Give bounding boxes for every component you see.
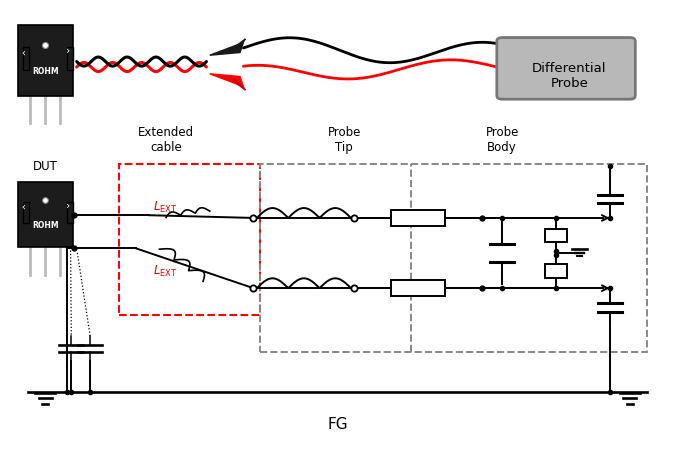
Polygon shape [234,80,246,91]
Text: ›: › [20,200,24,210]
Bar [23,48,28,71]
Text: DUT: DUT [32,160,57,173]
Bar [545,264,567,278]
Bar [23,202,28,223]
Text: ›: › [66,46,71,56]
Bar [391,210,446,227]
Text: $L_\mathrm{EXT}$: $L_\mathrm{EXT}$ [153,200,177,215]
Text: Probe
Body: Probe Body [485,125,519,153]
Polygon shape [234,40,246,51]
FancyBboxPatch shape [497,39,635,100]
Bar [67,48,73,71]
Text: ROHM: ROHM [32,220,59,229]
Polygon shape [210,43,244,56]
Bar [391,280,446,297]
Bar [67,202,73,223]
Polygon shape [210,75,244,87]
Text: Differential
Probe: Differential Probe [532,62,607,90]
Text: $L_\mathrm{EXT}$: $L_\mathrm{EXT}$ [153,263,177,278]
Bar [545,229,567,243]
Text: Probe
Tip: Probe Tip [327,125,361,153]
Text: FG: FG [327,416,348,431]
Text: ›: › [66,200,71,210]
Bar [18,182,73,248]
Bar [18,26,73,96]
Text: ROHM: ROHM [32,67,59,76]
Text: ›: › [20,46,24,56]
Text: Extended
cable: Extended cable [138,125,194,153]
